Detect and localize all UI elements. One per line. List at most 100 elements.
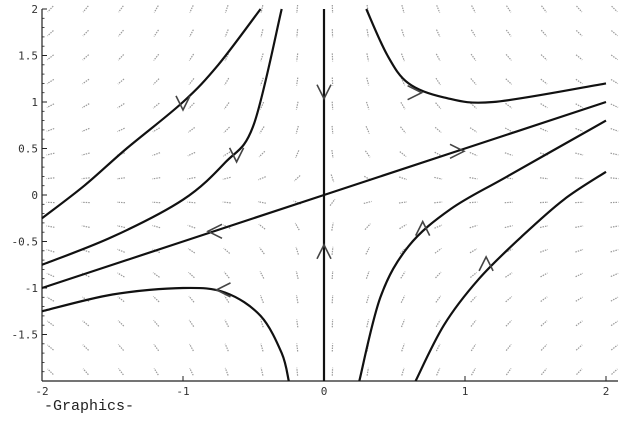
field-mark xyxy=(295,125,299,134)
field-mark xyxy=(46,78,55,85)
field-mark xyxy=(187,176,196,180)
y-tick-label: 0 xyxy=(31,189,38,202)
flow-arrow-icon xyxy=(407,84,424,101)
field-mark xyxy=(222,151,231,157)
graphics-caption: -Graphics- xyxy=(44,398,135,415)
field-mark xyxy=(187,151,196,157)
field-mark xyxy=(401,367,405,376)
field-mark xyxy=(470,343,477,352)
field-mark xyxy=(47,30,54,37)
field-mark xyxy=(117,296,125,303)
field-mark xyxy=(152,224,161,229)
field-mark xyxy=(610,344,618,351)
field-mark xyxy=(82,5,89,13)
field-mark xyxy=(331,246,334,255)
field-mark xyxy=(46,296,55,302)
field-mark xyxy=(575,78,583,85)
field-mark xyxy=(400,53,405,62)
field-mark xyxy=(436,367,441,376)
field-mark xyxy=(152,177,161,180)
trajectory-arrows xyxy=(175,84,494,298)
field-mark xyxy=(47,344,54,351)
field-mark xyxy=(610,296,619,302)
field-mark xyxy=(539,152,548,156)
field-mark xyxy=(399,151,407,158)
field-mark xyxy=(116,177,125,180)
field-mark xyxy=(223,271,230,279)
field-mark xyxy=(611,368,618,375)
field-mark xyxy=(295,246,299,255)
field-mark xyxy=(504,225,513,229)
field-mark xyxy=(469,127,478,133)
field-mark xyxy=(610,54,619,61)
field-mark xyxy=(610,272,619,278)
field-mark xyxy=(117,127,125,133)
field-mark xyxy=(401,29,405,38)
field-mark xyxy=(117,102,125,109)
field-mark xyxy=(222,176,231,180)
direction-field xyxy=(46,4,619,376)
field-mark xyxy=(152,248,161,254)
field-mark xyxy=(365,270,370,279)
field-mark xyxy=(366,29,369,38)
field-mark xyxy=(81,272,90,278)
field-mark xyxy=(505,272,513,278)
field-mark xyxy=(435,295,442,303)
field-mark xyxy=(363,200,372,204)
field-mark xyxy=(116,225,126,229)
field-mark xyxy=(153,53,160,61)
field-mark xyxy=(436,5,441,13)
field-mark xyxy=(399,247,407,255)
field-mark xyxy=(470,53,477,61)
field-mark xyxy=(152,272,160,278)
field-mark xyxy=(435,102,442,110)
field-mark xyxy=(296,77,299,86)
trajectory-line xyxy=(365,8,607,104)
flow-arrow-icon xyxy=(449,143,466,160)
field-mark xyxy=(366,53,370,62)
field-mark xyxy=(223,126,230,134)
field-mark xyxy=(222,201,231,204)
field-mark xyxy=(470,78,477,85)
field-mark xyxy=(400,126,406,134)
field-mark xyxy=(470,319,477,327)
field-mark xyxy=(329,198,336,206)
field-mark xyxy=(152,78,160,85)
field-mark xyxy=(505,368,512,376)
field-mark xyxy=(259,101,265,110)
trajectories xyxy=(41,8,607,382)
field-mark xyxy=(575,272,584,278)
field-mark xyxy=(257,201,267,204)
field-mark xyxy=(611,5,618,13)
field-mark xyxy=(260,77,264,86)
field-mark xyxy=(224,343,229,352)
field-mark xyxy=(470,367,476,376)
field-mark xyxy=(46,225,55,228)
field-mark xyxy=(366,77,370,86)
field-mark xyxy=(331,101,334,110)
field-mark xyxy=(365,101,370,110)
field-mark xyxy=(188,295,195,303)
field-mark xyxy=(46,249,55,253)
field-mark xyxy=(365,125,370,134)
field-mark xyxy=(504,152,513,156)
field-mark xyxy=(331,222,334,231)
flow-arrow-icon xyxy=(414,219,431,236)
field-mark xyxy=(117,344,125,351)
field-mark xyxy=(46,320,55,327)
field-mark xyxy=(469,224,478,229)
field-mark xyxy=(153,5,159,13)
field-mark xyxy=(470,272,477,278)
field-mark xyxy=(610,78,619,85)
field-mark xyxy=(260,53,264,62)
field-mark xyxy=(610,103,619,108)
field-mark xyxy=(434,224,443,229)
field-mark xyxy=(539,225,549,229)
field-mark xyxy=(469,177,478,180)
field-mark xyxy=(117,78,125,85)
field-mark xyxy=(188,78,195,86)
field-mark xyxy=(540,127,548,133)
field-mark xyxy=(364,223,371,231)
field-mark xyxy=(576,5,583,13)
field-mark xyxy=(189,29,194,37)
